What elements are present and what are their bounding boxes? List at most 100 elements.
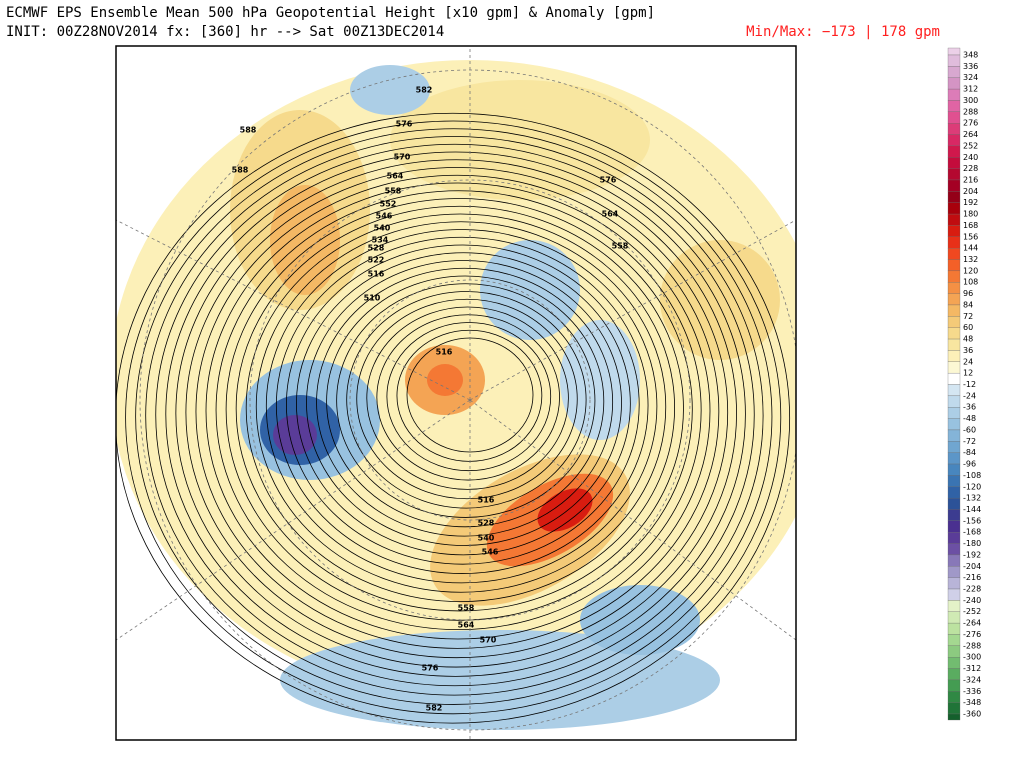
- colorbar-label: 132: [963, 255, 978, 264]
- contour-label: 558: [458, 604, 475, 613]
- colorbar-label: -264: [963, 619, 981, 628]
- colorbar-label: -36: [963, 403, 976, 412]
- colorbar-label: -348: [963, 698, 981, 707]
- colorbar-swatch: [947, 54, 961, 67]
- colorbar-label: -96: [963, 460, 976, 469]
- contour-label: 582: [426, 704, 443, 713]
- colorbar-swatch: [947, 679, 961, 692]
- contour-label: 558: [385, 187, 402, 196]
- colorbar-swatch: [947, 384, 961, 397]
- colorbar-swatch: [947, 566, 961, 578]
- colorbar-label: -108: [963, 471, 981, 480]
- contour: [195, 174, 720, 649]
- contour: [376, 314, 560, 481]
- colorbar-label: 36: [963, 346, 973, 355]
- min-max: Min/Max: −173 | 178 gpm: [746, 24, 940, 40]
- contour: [235, 205, 684, 612]
- colorbar-label: -360: [963, 710, 981, 719]
- colorbar-label: 300: [963, 96, 978, 105]
- colorbar-label: -204: [963, 562, 981, 571]
- colorbar-label: 240: [963, 153, 978, 162]
- contour: [245, 213, 675, 602]
- colorbar-swatch: [947, 270, 961, 283]
- colorbar-label: -144: [963, 505, 981, 514]
- colorbar-label: 60: [963, 323, 973, 332]
- colorbar-label: 324: [963, 73, 978, 82]
- colorbar-swatch: [947, 316, 961, 328]
- contour-label: 576: [600, 176, 617, 185]
- colorbar-swatch: [947, 282, 961, 294]
- colorbar-label: -72: [963, 437, 976, 446]
- colorbar-label: 348: [963, 51, 978, 60]
- colorbar-label: 276: [963, 119, 978, 128]
- colorbar-label: 12: [963, 369, 973, 378]
- colorbar-swatch: [947, 645, 961, 658]
- contour-label: 564: [387, 172, 404, 181]
- colorbar-swatch: [947, 634, 961, 646]
- colorbar-label: -12: [963, 380, 976, 389]
- colorbar-swatch: [947, 372, 961, 385]
- colorbar-swatch: [947, 588, 961, 601]
- colorbar-swatch: [947, 225, 961, 237]
- colorbar-swatch: [947, 327, 961, 340]
- colorbar-swatch: [947, 179, 961, 192]
- colorbar-swatch: [947, 702, 961, 715]
- contour-label: 588: [240, 126, 257, 135]
- contour: [155, 143, 755, 687]
- contour: [296, 252, 631, 556]
- colorbar-swatch: [947, 202, 961, 215]
- colorbar-swatch: [947, 532, 961, 544]
- colorbar-label: -240: [963, 596, 981, 605]
- colorbar-swatch: [947, 338, 961, 351]
- colorbar-swatch: [947, 452, 961, 465]
- colorbar-label: -84: [963, 448, 976, 457]
- colorbar-label: -216: [963, 573, 981, 582]
- colorbar-label: -312: [963, 664, 981, 673]
- contour-label: 576: [422, 664, 439, 673]
- contour-label: 516: [436, 348, 453, 357]
- colorbar-label: 156: [963, 232, 978, 241]
- colorbar-label: 252: [963, 141, 978, 150]
- colorbar-swatch: [947, 395, 961, 408]
- contour-label: 588: [232, 166, 249, 175]
- contour-label: 546: [482, 548, 499, 557]
- colorbar-swatch: [947, 47, 961, 56]
- colorbar-swatch: [947, 236, 961, 249]
- contour: [396, 329, 543, 462]
- colorbar-label: 228: [963, 164, 978, 173]
- colorbar-swatch: [947, 622, 961, 635]
- colorbar-swatch: [947, 600, 961, 612]
- contour-label: 516: [368, 270, 385, 279]
- colorbar-swatch: [947, 486, 961, 499]
- colorbar-label: -168: [963, 528, 981, 537]
- colorbar-label: 264: [963, 130, 978, 139]
- colorbar-label: -24: [963, 391, 976, 400]
- contour-label: 564: [602, 210, 619, 219]
- contour: [265, 229, 658, 584]
- colorbar-swatch: [947, 713, 961, 721]
- contour-label: 576: [396, 120, 413, 129]
- map-frame: [115, 45, 797, 741]
- colorbar-swatch: [947, 441, 961, 453]
- colorbar-swatch: [947, 668, 961, 681]
- contour-label: 546: [376, 212, 393, 221]
- contour: [326, 275, 605, 528]
- contour-label: 582: [416, 86, 433, 95]
- contour-label: 528: [368, 244, 385, 253]
- contour: [225, 198, 693, 621]
- colorbar-swatch: [947, 168, 961, 181]
- contour-label: 528: [478, 519, 495, 528]
- title: ECMWF EPS Ensemble Mean 500 hPa Geopoten…: [6, 5, 655, 21]
- colorbar-swatch: [947, 463, 961, 476]
- colorbar-swatch: [947, 111, 961, 124]
- contour: [135, 128, 773, 705]
- colorbar-swatch: [947, 77, 961, 90]
- colorbar-label: -192: [963, 550, 981, 559]
- contour-label: 516: [478, 496, 495, 505]
- contour: [175, 159, 737, 668]
- colorbar-label: -60: [963, 425, 976, 434]
- contour: [116, 112, 790, 724]
- colorbar-label: 216: [963, 175, 978, 184]
- colorbar-label: -276: [963, 630, 981, 639]
- colorbar-swatch: [947, 304, 961, 317]
